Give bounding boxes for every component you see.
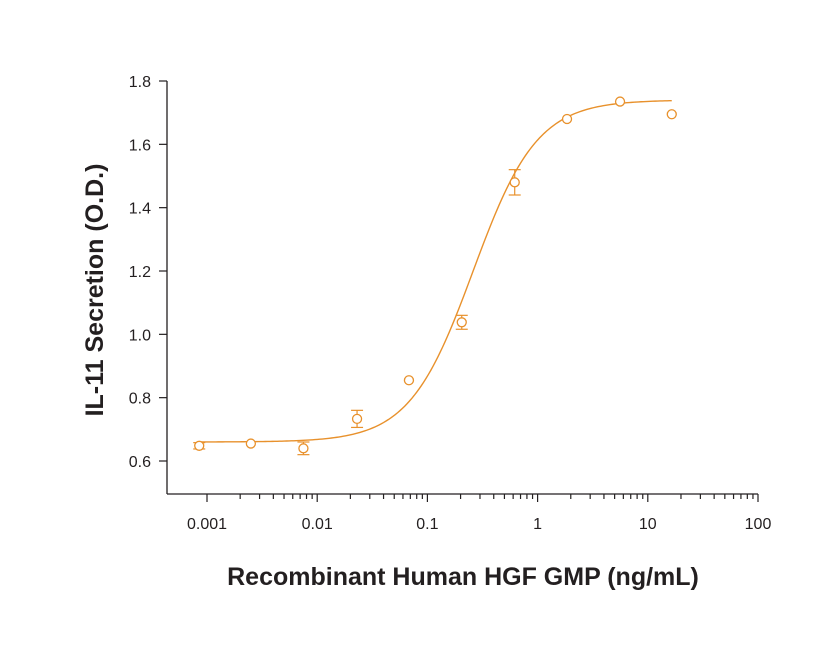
- y-tick-label: 1.8: [129, 74, 151, 91]
- data-point: [298, 443, 309, 454]
- data-point: [666, 109, 677, 120]
- data-point: [403, 375, 415, 386]
- x-tick-label: 10: [639, 516, 657, 533]
- x-tick-label: 0.001: [187, 516, 227, 533]
- x-tick-label: 1: [533, 516, 542, 533]
- data-point: [351, 413, 363, 425]
- y-axis-ticks: 0.6 0.8 1.0 1.2 1.4 1.6 1.8: [129, 74, 167, 471]
- x-tick-label: 0.1: [416, 516, 438, 533]
- y-tick-label: 1.2: [129, 264, 151, 281]
- data-points: [193, 96, 677, 456]
- y-tick-label: 1.4: [129, 201, 151, 218]
- x-axis-ticks: 0.001 0.01 0.1 1 10 100: [187, 494, 771, 533]
- data-point: [456, 317, 467, 328]
- data-point: [245, 438, 257, 449]
- data-point: [194, 440, 205, 451]
- y-tick-label: 0.6: [129, 454, 151, 471]
- fit-curve: [199, 99, 672, 443]
- axes: [166, 81, 758, 495]
- y-tick-label: 1.6: [129, 137, 151, 154]
- y-tick-label: 0.8: [129, 391, 151, 408]
- x-axis-title: Recombinant Human HGF GMP (ng/mL): [227, 563, 699, 591]
- x-tick-label: 100: [745, 516, 772, 533]
- y-tick-label: 1.0: [129, 327, 151, 344]
- data-point: [614, 96, 626, 107]
- data-point: [561, 113, 573, 125]
- x-tick-label: 0.01: [302, 516, 333, 533]
- y-axis-title: IL-11 Secretion (O.D.): [81, 164, 109, 417]
- data-point: [509, 177, 520, 188]
